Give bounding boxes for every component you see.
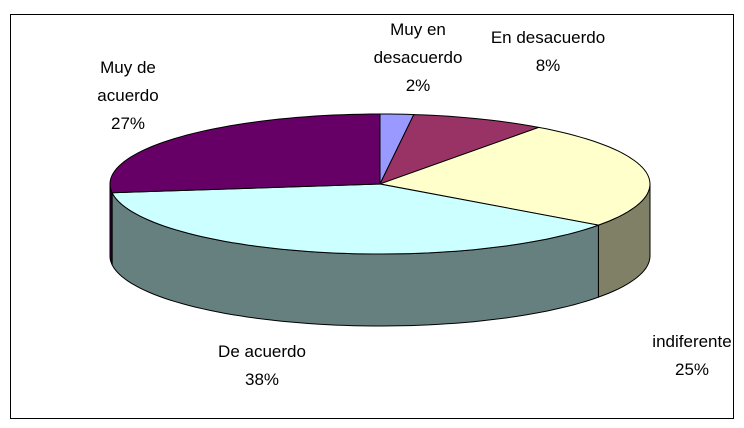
slice [111, 183, 601, 255]
slice-label: Muy en desacuerdo 2% [353, 16, 483, 100]
slice [378, 126, 651, 226]
value-label: 25% [674, 360, 710, 379]
category-label: De acuerdo [218, 342, 306, 361]
value-label: 38% [244, 370, 280, 389]
category-label: Muy en desacuerdo [373, 20, 463, 67]
category-label: En desacuerdo [490, 28, 606, 47]
category-label: Muy de acuerdo [97, 58, 159, 105]
slice [379, 114, 541, 185]
value-label: 8% [535, 56, 561, 75]
chart-frame [10, 14, 734, 419]
slice-label: indiferente 25% [632, 328, 744, 384]
slice-label: De acuerdo 38% [192, 338, 332, 394]
slice-label: En desacuerdo 8% [483, 24, 613, 80]
category-label: indiferente [652, 332, 732, 351]
value-label: 2% [405, 76, 431, 95]
slice-side [109, 183, 113, 265]
slice-label: Muy de acuerdo 27% [68, 54, 188, 138]
slice [109, 113, 381, 194]
value-label: 27% [110, 114, 146, 133]
